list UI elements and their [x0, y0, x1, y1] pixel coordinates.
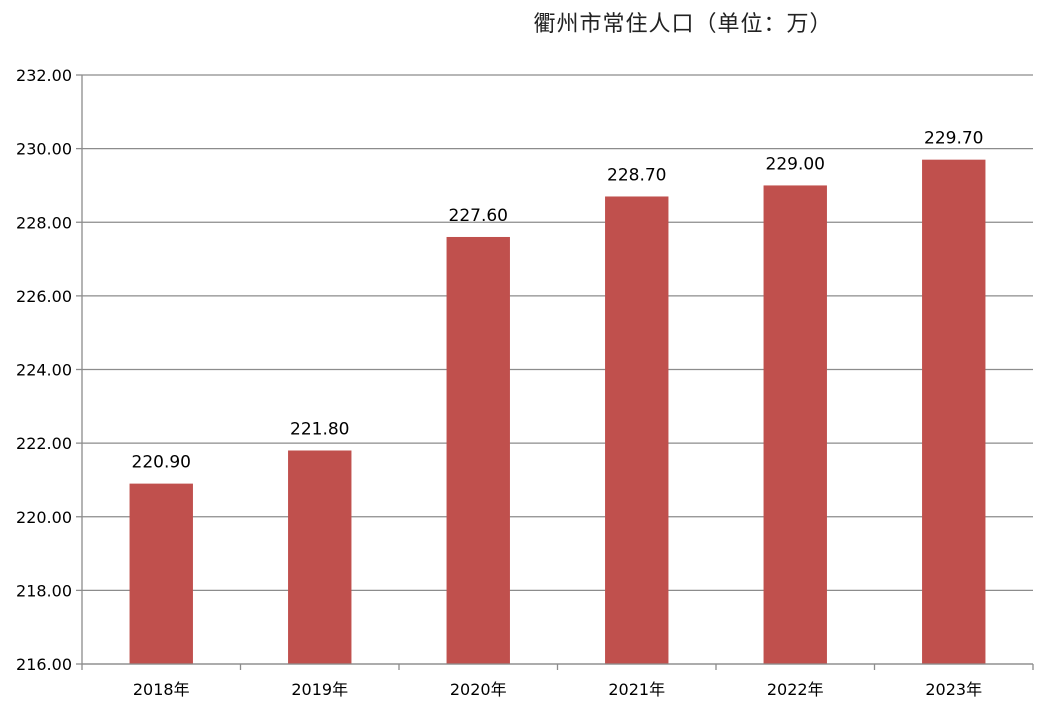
bar-2019年: [288, 450, 352, 664]
y-tick-label: 226.00: [16, 287, 72, 306]
bar-2018年: [129, 483, 193, 664]
chart-title: 衢州市常住人口（单位：万）: [533, 12, 833, 37]
x-tick-label: 2022年: [767, 680, 824, 699]
data-label: 221.80: [290, 419, 349, 439]
gridlines: [82, 74, 1033, 665]
y-tick-label: 220.00: [16, 508, 72, 527]
y-tick-label: 228.00: [16, 213, 72, 232]
data-labels: 220.90 221.80 227.60 228.70 229.00 229.70: [132, 129, 984, 473]
y-axis-ticks: 216.00 218.00 220.00 222.00 224.00 226.00 228.…: [16, 66, 82, 674]
y-tick-label: 218.00: [16, 581, 72, 600]
data-label: 229.00: [766, 154, 825, 174]
data-label: 229.70: [924, 129, 983, 149]
bar-2022年: [763, 185, 827, 664]
x-tick-label: 2019年: [291, 680, 348, 699]
x-axis-ticks: 2018年 2019年 2020年 2021年 2022年 2023年: [81, 664, 1034, 699]
x-tick-label: 2021年: [608, 680, 665, 699]
bars: [129, 159, 986, 664]
data-label: 228.70: [607, 165, 666, 185]
y-tick-label: 232.00: [16, 66, 72, 85]
x-tick-label: 2023年: [925, 680, 982, 699]
y-tick-label: 230.00: [16, 140, 72, 159]
y-tick-label: 216.00: [16, 655, 72, 674]
y-tick-label: 222.00: [16, 434, 72, 453]
data-label: 220.90: [132, 453, 191, 473]
data-label: 227.60: [449, 206, 508, 226]
bar-2020年: [446, 236, 510, 664]
bar-2021年: [605, 196, 669, 664]
bar-2023年: [922, 159, 986, 664]
x-tick-label: 2018年: [133, 680, 190, 699]
x-tick-label: 2020年: [450, 680, 507, 699]
y-tick-label: 224.00: [16, 361, 72, 380]
